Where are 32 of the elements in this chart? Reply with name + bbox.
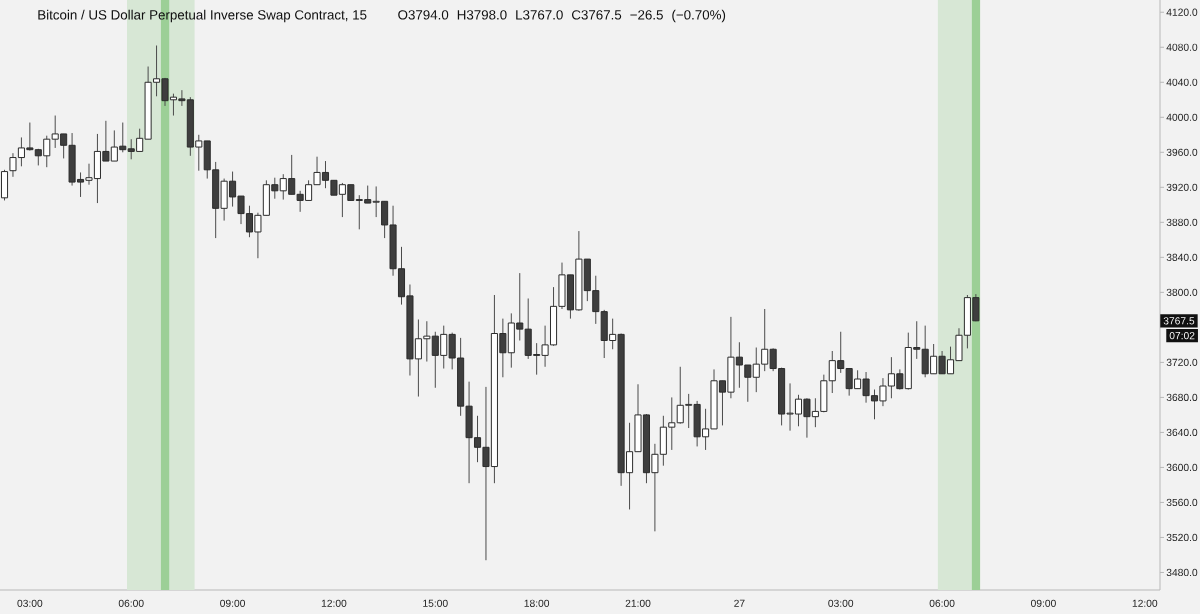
y-tick-label: 3720.0: [1166, 358, 1198, 367]
y-tick-label: 3840.0: [1166, 253, 1198, 261]
y-tick-label: 4040.0: [1166, 78, 1198, 86]
x-tick-label: 21:00: [625, 599, 651, 607]
y-tick-label: 3960.0: [1166, 148, 1198, 156]
y-tick-label: 3880.0: [1166, 218, 1198, 226]
x-tick-label: 06:00: [929, 599, 955, 607]
y-tick-label: 3920.0: [1166, 183, 1198, 191]
x-tick-label: 06:00: [118, 599, 144, 607]
x-tick-label: 09:00: [1030, 599, 1056, 607]
x-tick-label: 15:00: [423, 599, 448, 607]
y-tick-label: 3640.0: [1166, 428, 1198, 437]
text: 07:02: [1169, 331, 1195, 340]
y-tick-label: 4120.0: [1166, 8, 1198, 16]
y-tick-label: 3800.0: [1166, 288, 1198, 296]
y-tick-label: 3520.0: [1166, 533, 1198, 542]
text: O3794.0 H3798.0 L3767.0 C3767.5 −26.5 (−0.70%): [398, 9, 726, 23]
y-tick-label: 3680.0: [1166, 393, 1198, 402]
y-tick-label: 4000.0: [1166, 113, 1198, 121]
y-tick-label: 3600.0: [1166, 463, 1198, 472]
y-tick-label: 3560.0: [1166, 498, 1198, 507]
x-tick-label: 03:00: [17, 599, 43, 607]
text: Bitcoin / US Dollar Perpetual Inverse Swap Contract, 15: [38, 9, 367, 23]
y-tick-label: 4080.0: [1166, 43, 1198, 51]
annotation: 3767.5: [1163, 317, 1195, 325]
x-tick-label: 27: [734, 599, 745, 607]
x-tick-label: 18:00: [524, 599, 550, 607]
x-tick-label: 12:00: [321, 599, 347, 607]
y-tick-label: 3480.0: [1166, 568, 1198, 577]
x-tick-label: 12:00: [1132, 599, 1158, 607]
x-tick-label: 09:00: [220, 599, 246, 607]
x-tick-label: 03:00: [828, 599, 854, 607]
